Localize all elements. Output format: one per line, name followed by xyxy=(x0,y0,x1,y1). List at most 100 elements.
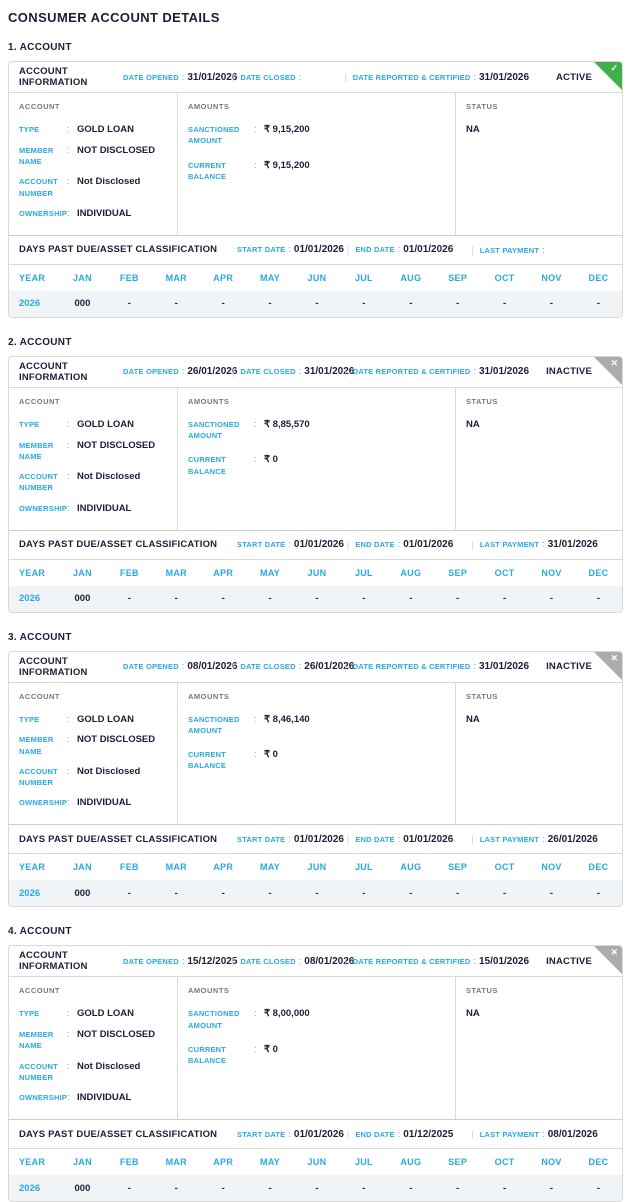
dpd-table-header-row: YEAR JAN FEB MAR APR MAY JUN JUL AUG SEP OCT NOV DEC xyxy=(19,567,609,578)
account-information-header: ACCOUNT INFORMATION DATE OPENED:08/01/20… xyxy=(9,652,622,683)
date-opened-group: DATE OPENED:15/12/2025 xyxy=(123,955,238,967)
current-balance-field: CURRENT BALANCE: ₹ 0 xyxy=(188,749,445,772)
date-reported-value: 31/01/2026 xyxy=(479,366,530,378)
separator: | xyxy=(344,661,347,672)
date-closed-value: 31/01/2026 xyxy=(304,366,355,378)
separator: | xyxy=(232,956,235,967)
type-value: GOLD LOAN xyxy=(77,713,134,725)
end-date-group: END DATE:01/01/2026 xyxy=(355,539,454,550)
account-card: ACCOUNT INFORMATION DATE OPENED : 31/01/… xyxy=(8,61,623,318)
dpd-table: YEAR JAN FEB MAR APR MAY JUN JUL AUG SEP OCT NOV DEC… xyxy=(9,854,622,907)
amounts-column: AMOUNTS SANCTIONED AMOUNT: ₹ 8,46,140 CUR… xyxy=(177,682,455,825)
last-payment-group: LAST PAYMENT:31/01/2026 xyxy=(479,539,598,550)
status-column: STATUS NA xyxy=(455,93,622,235)
dpd-table-header-row: YEAR JAN FEB MAR APR MAY JUN JUL AUG SEP OCT NOV DEC xyxy=(19,862,609,873)
date-reported-group: DATE REPORTED & CERTIFIED:31/01/2026 xyxy=(352,366,530,378)
account-section-title: 4. ACCOUNT xyxy=(8,926,72,938)
account-section-title: 1. ACCOUNT xyxy=(8,42,72,53)
date-reported-value: 31/01/2026 xyxy=(479,71,530,83)
separator: | xyxy=(347,244,350,255)
end-date-value: 01/01/2026 xyxy=(403,244,454,256)
start-date-value: 01/01/2026 xyxy=(293,244,344,256)
type-field: TYPE: GOLD LOAN xyxy=(19,124,167,136)
type-field: TYPE: GOLD LOAN xyxy=(19,419,167,431)
sanctioned-amount-value: ₹ 8,00,000 xyxy=(264,1008,310,1020)
ownership-field: OWNERSHIP: INDIVIDUAL xyxy=(19,208,167,220)
account-information-label: ACCOUNT INFORMATION xyxy=(19,655,88,678)
dpd-table: YEAR JAN FEB MAR APR MAY JUN JUL AUG SEP OCT NOV DEC… xyxy=(9,560,622,612)
current-balance-value: ₹ 0 xyxy=(264,1043,278,1055)
start-date-value: 01/01/2026 xyxy=(293,539,344,550)
date-closed-label: DATE CLOSED xyxy=(240,73,296,82)
sanctioned-amount-field: SANCTIONED AMOUNT: ₹ 8,46,140 xyxy=(188,714,445,737)
member-name-value: NOT DISCLOSED xyxy=(77,439,156,451)
ownership-value: INDIVIDUAL xyxy=(77,207,132,219)
date-opened-value: 15/12/2025 xyxy=(187,955,238,967)
account-number-field: ACCOUNT NUMBER: Not Disclosed xyxy=(19,176,167,199)
account-number-field: ACCOUNT NUMBER: Not Disclosed xyxy=(19,1061,167,1084)
sanctioned-amount-value: ₹ 8,46,140 xyxy=(264,713,310,725)
separator: | xyxy=(232,366,235,377)
inactive-close-corner-icon: ✕ xyxy=(594,946,622,975)
account-section-title: 3. ACCOUNT xyxy=(8,631,72,643)
dpd-header: DAYS PAST DUE/ASSET CLASSIFICATION START… xyxy=(9,234,622,265)
date-opened-label: DATE OPENED xyxy=(123,72,179,82)
date-opened-value: 08/01/2026 xyxy=(187,661,238,672)
last-payment-value: 31/01/2026 xyxy=(547,539,598,550)
date-closed-group: DATE CLOSED:08/01/2026 xyxy=(240,955,355,967)
account-number-value: Not Disclosed xyxy=(77,176,141,188)
type-field: TYPE: GOLD LOAN xyxy=(19,714,167,726)
date-reported-value: 31/01/2026 xyxy=(479,661,530,672)
separator: | xyxy=(232,72,235,82)
separator: | xyxy=(471,539,474,550)
separator: | xyxy=(344,72,347,82)
amounts-column: AMOUNTS SANCTIONED AMOUNT: ₹ 8,85,570 CUR… xyxy=(177,387,455,530)
account-section-1: 1. ACCOUNT ACCOUNT INFORMATION DATE OPEN… xyxy=(8,42,623,318)
end-date-group: END DATE:01/01/2026 xyxy=(355,833,454,845)
member-name-value: NOT DISCLOSED xyxy=(77,1029,156,1041)
separator: | xyxy=(471,834,474,845)
dpd-table-header-row: YEAR JAN FEB MAR APR MAY JUN JUL AUG SEP OCT NOV DEC xyxy=(19,272,609,283)
account-card: ACCOUNT INFORMATION DATE OPENED:15/12/20… xyxy=(8,945,623,1202)
current-balance-field: CURRENT BALANCE: ₹ 9,15,200 xyxy=(188,160,445,183)
member-name-field: MEMBER NAME: NOT DISCLOSED xyxy=(19,440,167,463)
separator: | xyxy=(347,834,350,845)
dpd-header: DAYS PAST DUE/ASSET CLASSIFICATION START… xyxy=(9,1119,622,1149)
start-date-group: START DATE:01/01/2026 xyxy=(237,833,344,845)
separator: | xyxy=(347,1129,350,1139)
dpd-header: DAYS PAST DUE/ASSET CLASSIFICATION START… xyxy=(9,529,622,560)
dpd-title: DAYS PAST DUE/ASSET CLASSIFICATION xyxy=(19,1128,218,1140)
account-information-label: ACCOUNT INFORMATION xyxy=(19,66,88,88)
account-information-label: ACCOUNT INFORMATION xyxy=(19,950,88,973)
sanctioned-amount-field: SANCTIONED AMOUNT: ₹ 8,00,000 xyxy=(188,1008,445,1031)
dpd-header: DAYS PAST DUE/ASSET CLASSIFICATION START… xyxy=(9,824,622,855)
sanctioned-amount-value: ₹ 9,15,200 xyxy=(264,124,310,135)
sanctioned-amount-value: ₹ 8,85,570 xyxy=(264,418,310,430)
status-column: STATUS NA xyxy=(455,682,622,825)
date-opened-value: 26/01/2026 xyxy=(187,366,238,378)
page-title: CONSUMER ACCOUNT DETAILS xyxy=(8,10,220,25)
account-column: ACCOUNT TYPE: GOLD LOAN MEMBER NAME: NOT D… xyxy=(9,93,177,235)
account-details: ACCOUNT TYPE: GOLD LOAN MEMBER NAME: NOT D… xyxy=(9,93,622,235)
separator: | xyxy=(347,539,350,550)
account-column: ACCOUNT TYPE: GOLD LOAN MEMBER NAME: NOT D… xyxy=(9,977,177,1119)
account-number-field: ACCOUNT NUMBER: Not Disclosed xyxy=(19,471,167,494)
amounts-column-header: AMOUNTS xyxy=(188,102,230,111)
ownership-value: INDIVIDUAL xyxy=(77,1092,132,1104)
type-value: GOLD LOAN xyxy=(77,124,134,135)
account-number-field: ACCOUNT NUMBER: Not Disclosed xyxy=(19,766,167,789)
date-closed-value: 26/01/2026 xyxy=(304,661,355,672)
type-field: TYPE: GOLD LOAN xyxy=(19,1008,167,1020)
date-reported-value: 15/01/2026 xyxy=(479,955,530,967)
status-column: STATUS NA xyxy=(455,977,622,1119)
end-date-value: 01/12/2025 xyxy=(403,1128,454,1140)
status-badge: INACTIVE xyxy=(546,955,592,967)
status-badge: ACTIVE xyxy=(555,71,592,83)
date-reported-group: DATE REPORTED & CERTIFIED : 31/01/2026 xyxy=(352,71,530,83)
account-details: ACCOUNT TYPE: GOLD LOAN MEMBER NAME: NOT D… xyxy=(9,387,622,530)
status-column-header: STATUS xyxy=(466,102,498,111)
account-details: ACCOUNT TYPE: GOLD LOAN MEMBER NAME: NOT D… xyxy=(9,977,622,1119)
end-date-group: END DATE:01/01/2026 xyxy=(355,244,454,256)
account-column: ACCOUNT TYPE: GOLD LOAN MEMBER NAME: NOT D… xyxy=(9,683,177,825)
